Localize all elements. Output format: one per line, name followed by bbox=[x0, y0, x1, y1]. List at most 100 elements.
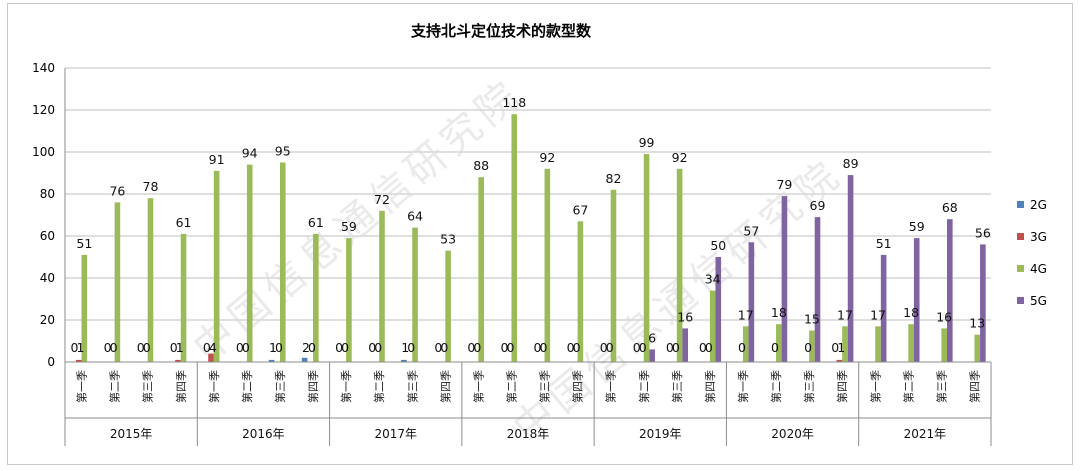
data-label-3g: 1 bbox=[176, 340, 184, 355]
year-label: 2018年 bbox=[507, 427, 550, 441]
data-label-3g: 0 bbox=[639, 340, 647, 355]
quarter-label: 第二季 bbox=[504, 370, 518, 403]
data-label-3g: 0 bbox=[705, 340, 713, 355]
bar-5g bbox=[814, 217, 821, 362]
bar-4g bbox=[544, 168, 551, 362]
quarter-label: 第四季 bbox=[835, 370, 849, 403]
data-label-2g: 0 bbox=[699, 340, 707, 355]
data-label-2g: 0 bbox=[368, 340, 376, 355]
data-label-2g: 0 bbox=[104, 340, 112, 355]
data-label-3g: 0 bbox=[275, 340, 283, 355]
bar-4g bbox=[742, 326, 749, 362]
bar-4g bbox=[313, 233, 319, 362]
data-label-3g: 0 bbox=[804, 340, 812, 355]
bar-4g bbox=[776, 324, 782, 362]
data-label-4g: 17 bbox=[870, 307, 886, 322]
quarter-label: 第二季 bbox=[769, 370, 783, 403]
bar-5g bbox=[781, 196, 788, 362]
bar-2g bbox=[401, 359, 407, 362]
year-label: 2019年 bbox=[639, 427, 682, 441]
bar-4g bbox=[114, 202, 121, 362]
bar-5g bbox=[913, 238, 920, 362]
quarter-label: 第三季 bbox=[141, 370, 155, 403]
bar-5g bbox=[715, 257, 722, 362]
bar-2g bbox=[301, 357, 308, 362]
bar-4g bbox=[941, 328, 947, 362]
legend-label-4g: 4G bbox=[1030, 262, 1047, 276]
bar-5g bbox=[880, 254, 887, 362]
data-label-3g: 1 bbox=[837, 340, 845, 355]
bar-4g bbox=[511, 114, 518, 362]
bar-4g bbox=[279, 162, 286, 362]
quarter-label: 第一季 bbox=[471, 370, 485, 403]
data-label-2g: 0 bbox=[467, 340, 475, 355]
data-label-2g: 0 bbox=[831, 340, 839, 355]
quarter-label: 第四季 bbox=[438, 370, 452, 403]
data-label-4g: 94 bbox=[242, 146, 258, 161]
data-label-3g: 0 bbox=[341, 340, 349, 355]
data-label-4g: 53 bbox=[440, 232, 456, 247]
bar-4g bbox=[147, 198, 154, 362]
data-label-3g: 0 bbox=[540, 340, 548, 355]
data-label-2g: 1 bbox=[401, 340, 409, 355]
data-label-5g: 89 bbox=[843, 156, 859, 171]
quarter-label: 第三季 bbox=[934, 370, 948, 403]
bar-5g bbox=[946, 219, 953, 362]
quarter-label: 第四季 bbox=[571, 370, 585, 403]
data-label-4g: 51 bbox=[76, 236, 92, 251]
bar-4g bbox=[478, 177, 484, 362]
data-label-3g: 0 bbox=[672, 340, 680, 355]
data-label-3g: 0 bbox=[374, 340, 382, 355]
y-tick-label: 80 bbox=[40, 187, 55, 201]
bar-3g bbox=[208, 353, 214, 362]
quarter-label: 第二季 bbox=[372, 370, 386, 403]
bar-3g bbox=[175, 359, 181, 362]
bars bbox=[75, 114, 986, 362]
data-labels: 0151007600780161049100941095206100590072… bbox=[71, 95, 991, 355]
data-label-2g: 0 bbox=[500, 340, 508, 355]
bar-4g bbox=[412, 227, 418, 362]
data-label-3g: 0 bbox=[771, 340, 779, 355]
bar-3g bbox=[75, 359, 82, 362]
data-label-3g: 1 bbox=[77, 340, 85, 355]
bar-3g bbox=[836, 359, 843, 362]
quarter-label: 第三季 bbox=[670, 370, 684, 403]
bar-5g bbox=[847, 175, 854, 362]
data-label-4g: 18 bbox=[903, 305, 919, 320]
data-label-2g: 0 bbox=[71, 340, 79, 355]
data-label-4g: 88 bbox=[473, 158, 489, 173]
quarter-label: 第四季 bbox=[967, 370, 981, 403]
bar-4g bbox=[842, 326, 848, 362]
quarter-label: 第一季 bbox=[736, 370, 750, 403]
data-label-4g: 99 bbox=[639, 135, 655, 150]
data-label-3g: 0 bbox=[573, 340, 581, 355]
data-label-3g: 0 bbox=[440, 340, 448, 355]
year-label: 2021年 bbox=[904, 427, 947, 441]
data-label-5g: 50 bbox=[710, 238, 726, 253]
data-label-3g: 0 bbox=[506, 340, 514, 355]
legend: 2G 3G 4G 5G bbox=[1017, 198, 1047, 308]
data-label-4g: 34 bbox=[705, 272, 721, 287]
data-label-2g: 0 bbox=[170, 340, 178, 355]
data-label-3g: 0 bbox=[242, 340, 250, 355]
bar-4g bbox=[246, 164, 253, 362]
legend-swatch-3g bbox=[1017, 233, 1024, 240]
data-label-2g: 0 bbox=[434, 340, 442, 355]
quarter-label: 第三季 bbox=[273, 370, 287, 403]
quarter-label: 第二季 bbox=[240, 370, 254, 403]
data-label-2g: 0 bbox=[335, 340, 343, 355]
data-label-5g: 16 bbox=[677, 309, 693, 324]
bar-5g bbox=[682, 328, 689, 362]
bar-4g bbox=[875, 326, 881, 362]
bar-4g bbox=[180, 233, 187, 362]
chart-frame: 支持北斗定位技术的款型数 中国信息通信研究院 中国信息通信研究院 0 1 51 0 0 76… bbox=[7, 3, 1073, 465]
data-label-5g: 69 bbox=[810, 198, 826, 213]
data-label-4g: 92 bbox=[539, 150, 555, 165]
y-tick-label: 40 bbox=[40, 271, 55, 285]
quarter-label: 第一季 bbox=[868, 370, 882, 403]
bar-5g bbox=[980, 244, 986, 362]
data-label-5g: 79 bbox=[776, 177, 792, 192]
year-label: 2015年 bbox=[110, 427, 153, 441]
data-label-4g: 67 bbox=[572, 202, 588, 217]
y-tick-label: 0 bbox=[47, 355, 55, 369]
